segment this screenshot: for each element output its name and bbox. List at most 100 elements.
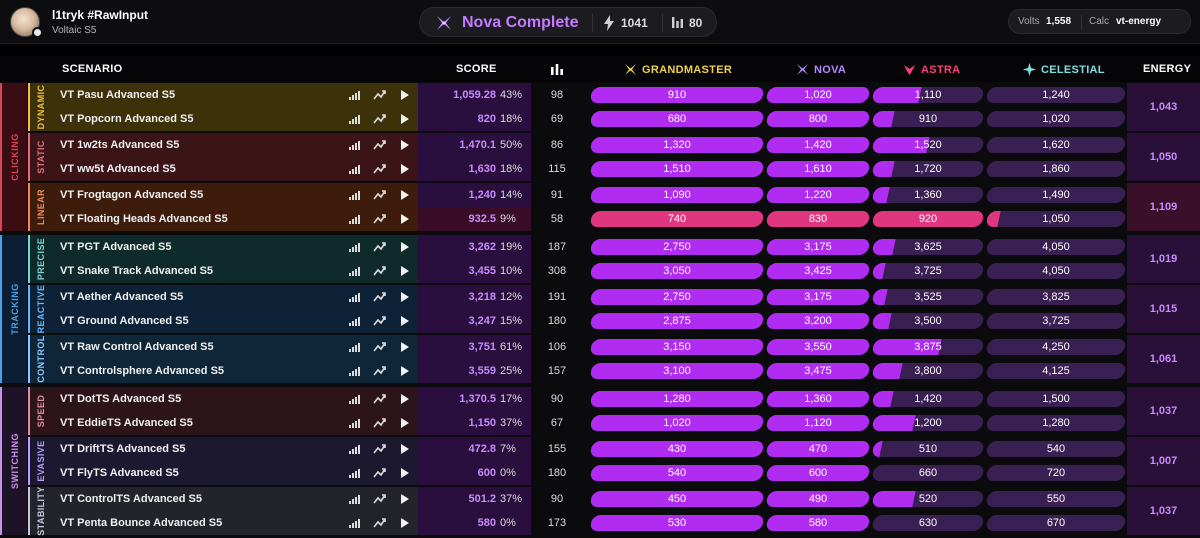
table-row[interactable]: VT Floating Heads Advanced S5 932.5 9% 58 74… (52, 207, 1200, 231)
table-row[interactable]: VT Frogtagon Advanced S5 1,240 14% 91 1,090 1… (52, 183, 1200, 207)
signal-icon[interactable] (349, 519, 360, 528)
table-row[interactable]: VT Controlsphere Advanced S5 3,559 25% 157 3… (52, 359, 1200, 383)
trend-up-icon[interactable] (373, 417, 386, 429)
signal-icon[interactable] (349, 115, 360, 124)
col-celestial[interactable]: CELESTIAL (1023, 63, 1105, 76)
scenario-name[interactable]: VT ControlTS Advanced S5 (60, 493, 203, 505)
signal-icon[interactable] (349, 445, 360, 454)
table-row[interactable]: VT Snake Track Advanced S5 3,455 10% 308 3,0… (52, 259, 1200, 283)
scenario-name[interactable]: VT Penta Bounce Advanced S5 (60, 517, 223, 529)
trend-up-icon[interactable] (373, 467, 386, 479)
scenario-name[interactable]: VT DriftTS Advanced S5 (60, 443, 186, 455)
scenario-name[interactable]: VT FlyTS Advanced S5 (60, 467, 179, 479)
calc-value[interactable]: vt-energy (1116, 16, 1162, 27)
table-row[interactable]: VT FlyTS Advanced S5 600 0% 180 540 600 660 720 (52, 461, 1200, 485)
trend-up-icon[interactable] (373, 189, 386, 201)
signal-icon[interactable] (349, 317, 360, 326)
scenario-name[interactable]: VT Popcorn Advanced S5 (60, 113, 194, 125)
play-icon[interactable] (400, 467, 410, 479)
table-row[interactable]: VT Raw Control Advanced S5 3,751 61% 106 3,1… (52, 335, 1200, 359)
play-icon[interactable] (400, 315, 410, 327)
trend-up-icon[interactable] (373, 493, 386, 505)
trend-up-icon[interactable] (373, 365, 386, 377)
play-icon[interactable] (400, 493, 410, 505)
play-icon[interactable] (400, 341, 410, 353)
play-icon[interactable] (400, 517, 410, 529)
play-icon[interactable] (400, 241, 410, 253)
trend-up-icon[interactable] (373, 139, 386, 151)
signal-icon[interactable] (349, 91, 360, 100)
play-icon[interactable] (400, 417, 410, 429)
calc-selector[interactable]: Volts 1,558 Calc vt-energy (1008, 9, 1191, 34)
signal-icon[interactable] (349, 419, 360, 428)
signal-icon[interactable] (349, 343, 360, 352)
table-row[interactable]: VT DriftTS Advanced S5 472.8 7% 155 430 470 51… (52, 437, 1200, 461)
table-row[interactable]: VT Aether Advanced S5 3,218 12% 191 2,750 3,1… (52, 285, 1200, 309)
signal-icon[interactable] (349, 215, 360, 224)
scenario-name[interactable]: VT DotTS Advanced S5 (60, 393, 182, 405)
signal-icon[interactable] (349, 243, 360, 252)
play-icon[interactable] (400, 89, 410, 101)
play-icon[interactable] (400, 291, 410, 303)
scenario-name[interactable]: VT Frogtagon Advanced S5 (60, 189, 204, 201)
trend-up-icon[interactable] (373, 213, 386, 225)
plays-column-icon[interactable] (551, 64, 563, 75)
col-astra[interactable]: ASTRA (903, 63, 960, 76)
col-energy[interactable]: ENERGY (1143, 63, 1192, 75)
play-icon[interactable] (400, 163, 410, 175)
scenario-name[interactable]: VT Controlsphere Advanced S5 (60, 365, 225, 377)
table-row[interactable]: VT DotTS Advanced S5 1,370.5 17% 90 1,280 1,3… (52, 387, 1200, 411)
signal-icon[interactable] (349, 367, 360, 376)
scenario-name[interactable]: VT ww5t Advanced S5 (60, 163, 176, 175)
table-row[interactable]: VT Pasu Advanced S5 1,059.28 43% 98 910 1,020… (52, 83, 1200, 107)
play-icon[interactable] (400, 393, 410, 405)
trend-up-icon[interactable] (373, 393, 386, 405)
scenario-name[interactable]: VT EddieTS Advanced S5 (60, 417, 193, 429)
trend-up-icon[interactable] (373, 443, 386, 455)
avatar[interactable] (10, 7, 40, 37)
trend-up-icon[interactable] (373, 341, 386, 353)
play-icon[interactable] (400, 113, 410, 125)
scenario-name[interactable]: VT Raw Control Advanced S5 (60, 341, 214, 353)
table-row[interactable]: VT Popcorn Advanced S5 820 18% 69 680 800 910 1… (52, 107, 1200, 131)
signal-icon[interactable] (349, 495, 360, 504)
play-icon[interactable] (400, 213, 410, 225)
table-row[interactable]: VT ww5t Advanced S5 1,630 18% 115 1,510 1,610… (52, 157, 1200, 181)
trend-up-icon[interactable] (373, 315, 386, 327)
user-name[interactable]: l1tryk #RawInput (52, 8, 149, 22)
trend-up-icon[interactable] (373, 113, 386, 125)
signal-icon[interactable] (349, 191, 360, 200)
col-nova[interactable]: NOVA (796, 63, 846, 76)
trend-up-icon[interactable] (373, 89, 386, 101)
table-row[interactable]: VT ControlTS Advanced S5 501.2 37% 90 450 490… (52, 487, 1200, 511)
col-grandmaster[interactable]: GRANDMASTER (624, 63, 732, 76)
scenario-name[interactable]: VT Floating Heads Advanced S5 (60, 213, 228, 225)
table-row[interactable]: VT Ground Advanced S5 3,247 15% 180 2,875 3,2… (52, 309, 1200, 333)
table-row[interactable]: VT 1w2ts Advanced S5 1,470.1 50% 86 1,320 1,4… (52, 133, 1200, 157)
play-icon[interactable] (400, 443, 410, 455)
table-row[interactable]: VT EddieTS Advanced S5 1,150 37% 67 1,020 1,1… (52, 411, 1200, 435)
col-scenario[interactable]: SCENARIO (62, 63, 123, 75)
trend-up-icon[interactable] (373, 241, 386, 253)
scenario-name[interactable]: VT 1w2ts Advanced S5 (60, 139, 180, 151)
signal-icon[interactable] (349, 395, 360, 404)
scenario-name[interactable]: VT Aether Advanced S5 (60, 291, 184, 303)
play-icon[interactable] (400, 365, 410, 377)
scenario-name[interactable]: VT Ground Advanced S5 (60, 315, 189, 327)
scenario-name[interactable]: VT Pasu Advanced S5 (60, 89, 176, 101)
trend-up-icon[interactable] (373, 291, 386, 303)
signal-icon[interactable] (349, 293, 360, 302)
play-icon[interactable] (400, 189, 410, 201)
trend-up-icon[interactable] (373, 265, 386, 277)
col-score[interactable]: SCORE (456, 63, 497, 75)
signal-icon[interactable] (349, 469, 360, 478)
trend-up-icon[interactable] (373, 517, 386, 529)
scenario-name[interactable]: VT PGT Advanced S5 (60, 241, 172, 253)
signal-icon[interactable] (349, 141, 360, 150)
signal-icon[interactable] (349, 165, 360, 174)
scenario-name[interactable]: VT Snake Track Advanced S5 (60, 265, 214, 277)
play-icon[interactable] (400, 139, 410, 151)
table-row[interactable]: VT PGT Advanced S5 3,262 19% 187 2,750 3,175 3… (52, 235, 1200, 259)
trend-up-icon[interactable] (373, 163, 386, 175)
play-icon[interactable] (400, 265, 410, 277)
